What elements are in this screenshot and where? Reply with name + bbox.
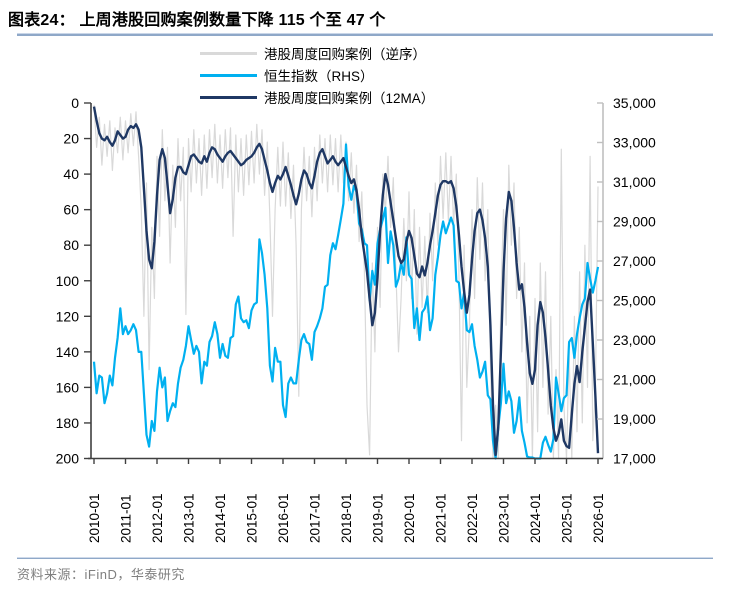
axes	[84, 102, 604, 464]
tick-label: 2023-01	[497, 493, 512, 543]
tick-label: 25,000	[613, 293, 656, 309]
tick-label: 17,000	[613, 451, 656, 467]
tick-label: 29,000	[613, 214, 656, 230]
tick-label: 2016-01	[276, 493, 291, 543]
tick-label: 2024-01	[528, 493, 543, 543]
tick-label: 31,000	[613, 174, 656, 190]
tick-label: 60	[63, 202, 79, 218]
tick-label: 160	[56, 379, 80, 395]
tick-label: 180	[56, 415, 80, 431]
legend-label: 恒生指数（RHS）	[264, 69, 374, 84]
tick-label: 140	[56, 344, 80, 360]
tick-label: 2015-01	[245, 493, 260, 543]
title-divider-line	[17, 33, 713, 36]
tick-label: 23,000	[613, 332, 656, 348]
tick-label: 2012-01	[150, 493, 165, 543]
tick-label: 21,000	[613, 372, 656, 388]
tick-label: 2025-01	[560, 493, 575, 543]
tick-label: 2020-01	[402, 493, 417, 543]
source-divider-line	[17, 557, 713, 559]
weekly-buybacks-line	[93, 104, 599, 460]
tick-label: 2010-01	[87, 493, 102, 543]
tick-label: 2026-01	[591, 493, 606, 543]
tick-label: 2018-01	[339, 493, 354, 543]
tick-label: 40	[63, 166, 79, 182]
legend-item-weekly-buybacks: 港股周度回购案例（逆序）	[200, 42, 434, 64]
tick-label: 2019-01	[371, 493, 386, 543]
right-axis-tick-labels: 35,000 33,000 31,000 29,000 27,000 25,000 23,0…	[613, 95, 656, 467]
tick-label: 100	[56, 273, 80, 289]
hang-seng-index-line	[92, 143, 600, 460]
tick-label: 2021-01	[434, 493, 449, 543]
tick-label: 80	[63, 237, 79, 253]
legend-label: 港股周度回购案例（12MA）	[264, 91, 435, 106]
legend-item-hang-seng-index: 恒生指数（RHS）	[200, 64, 434, 86]
tick-label: 27,000	[613, 253, 656, 269]
tick-label: 19,000	[613, 411, 656, 427]
chart-title: 图表24： 上周港股回购案例数量下降 115 个至 47 个	[8, 12, 386, 29]
legend-label: 港股周度回购案例（逆序）	[264, 47, 426, 62]
tick-label: 35,000	[613, 95, 656, 111]
tick-label: 2011-01	[119, 494, 134, 543]
legend-item-buybacks-12ma: 港股周度回购案例（12MA）	[200, 86, 434, 108]
tick-label: 2017-01	[308, 493, 323, 543]
tick-label: 2022-01	[465, 493, 480, 543]
tick-label: 120	[56, 308, 80, 324]
x-axis-tick-labels: 2010-01 2011-01 2012-01 2013-01 2014-01 2015-…	[87, 493, 606, 543]
buybacks-12ma-line	[92, 106, 600, 457]
navy-line-swatch-icon	[200, 95, 257, 99]
chart-legend: 港股周度回购案例（逆序） 恒生指数（RHS） 港股周度回购案例（12MA）	[200, 42, 434, 108]
tick-label: 20	[63, 131, 79, 147]
gray-line-swatch-icon	[200, 51, 257, 55]
tick-label: 2014-01	[213, 493, 228, 543]
source-text: 资料来源：iFinD，华泰研究	[17, 567, 185, 582]
tick-label: 0	[71, 95, 79, 111]
tick-label: 2013-01	[182, 493, 197, 543]
series-lines	[92, 104, 600, 460]
cyan-line-swatch-icon	[200, 73, 257, 77]
tick-label: 200	[56, 451, 80, 467]
tick-label: 33,000	[613, 135, 656, 151]
left-axis-tick-labels: 0 20 40 60 80 100 120 140 160 180 200	[56, 95, 80, 467]
